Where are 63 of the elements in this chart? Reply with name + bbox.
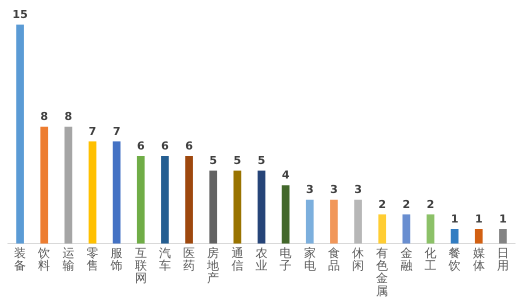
- x-tick-label: 服饰: [110, 246, 123, 273]
- bar: [378, 214, 386, 244]
- data-label: 8: [40, 110, 48, 124]
- x-tick-label: 互联网: [134, 246, 147, 286]
- data-label: 1: [450, 212, 458, 226]
- x-tick-label: 有色金属: [376, 246, 388, 298]
- data-label: 5: [209, 154, 218, 167]
- bar: [282, 185, 290, 244]
- x-tick-label: 媒体: [472, 246, 485, 273]
- x-tick-label: 房地产: [206, 246, 220, 286]
- data-label: 3: [330, 183, 338, 196]
- data-label: 4: [282, 168, 290, 182]
- data-label: 2: [402, 198, 410, 211]
- bar: [499, 229, 507, 244]
- bar: [474, 229, 483, 244]
- x-tick-label: 电子: [280, 246, 292, 273]
- bar: [426, 214, 434, 244]
- data-label: 15: [12, 8, 28, 21]
- bar: [306, 200, 314, 244]
- data-label: 5: [234, 154, 242, 167]
- x-tick-label: 装备: [14, 246, 26, 273]
- bar: [16, 24, 24, 244]
- x-tick-label: 化工: [424, 246, 436, 273]
- data-label: 6: [136, 139, 145, 152]
- data-label: 2: [378, 198, 386, 211]
- x-tick-label: 医药: [183, 246, 196, 273]
- data-label: 6: [185, 139, 194, 152]
- bar: [402, 214, 410, 244]
- bar: [354, 200, 362, 244]
- bar: [161, 156, 169, 244]
- x-tick-label: 运输: [62, 246, 74, 273]
- data-label: 7: [88, 124, 96, 138]
- x-tick-label: 家电: [304, 246, 316, 273]
- data-label: 3: [306, 183, 314, 196]
- x-tick-label: 日用: [496, 246, 509, 273]
- bar: [450, 229, 459, 244]
- bar: [112, 141, 121, 244]
- x-tick-label: 通信: [231, 246, 244, 273]
- x-tick-label: 零售: [86, 246, 98, 273]
- bar: [40, 126, 48, 244]
- data-label: 3: [354, 183, 362, 196]
- bar: [136, 156, 145, 244]
- x-tick-label: 农业: [256, 246, 268, 273]
- data-label: 7: [112, 124, 120, 138]
- x-tick-label: 餐饮: [448, 246, 461, 273]
- x-tick-label: 金融: [400, 246, 412, 273]
- bar: [258, 170, 266, 244]
- x-tick-label: 休闲: [352, 246, 364, 273]
- data-label: 5: [258, 154, 266, 167]
- data-label: 8: [64, 110, 72, 124]
- data-label: 2: [426, 198, 434, 211]
- bar: [330, 200, 338, 244]
- x-tick-label: 食品: [328, 246, 340, 273]
- x-tick-label: 汽车: [158, 246, 171, 273]
- data-label: 1: [499, 212, 507, 226]
- bar: [185, 156, 193, 244]
- data-label: 6: [161, 139, 170, 152]
- bar: [233, 170, 242, 244]
- bar: [209, 170, 218, 244]
- bar: [88, 141, 96, 244]
- x-tick-label: 饮料: [37, 246, 50, 273]
- bar: [64, 126, 72, 244]
- data-label: 1: [474, 212, 483, 226]
